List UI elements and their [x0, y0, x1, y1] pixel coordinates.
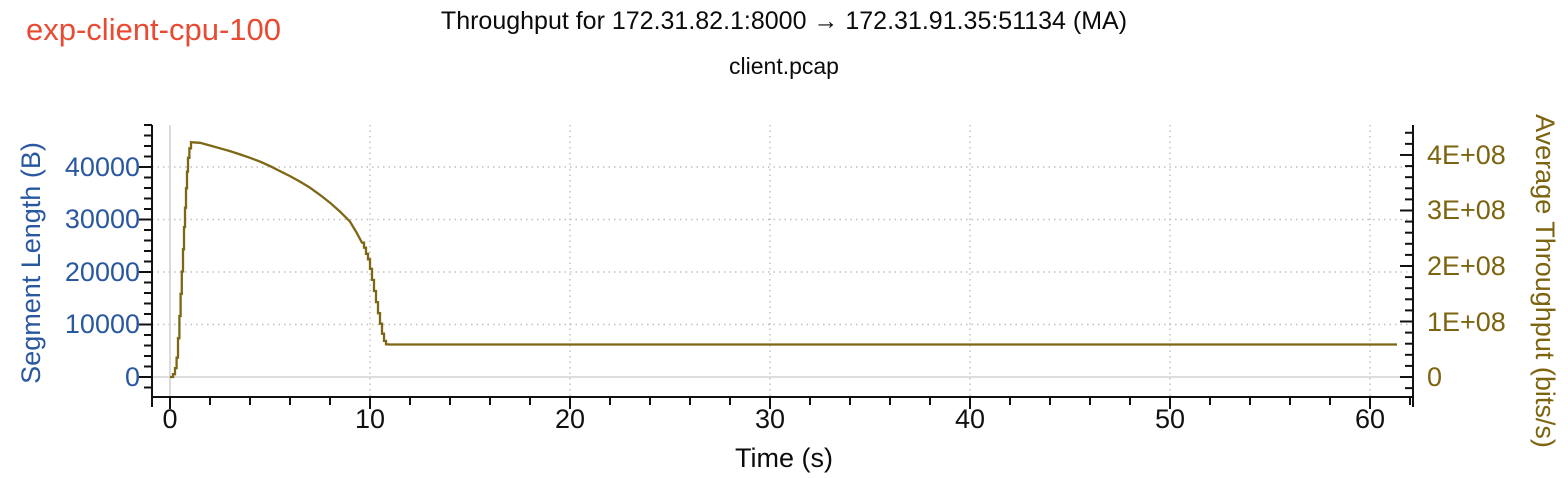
left-tick-label: 20000 — [64, 256, 140, 287]
right-tick-label: 1E+08 — [1427, 306, 1506, 337]
chart-title: Throughput for 172.31.82.1:8000 → 172.31… — [440, 7, 1128, 35]
x-tick-label: 20 — [554, 404, 586, 434]
right-tick-label: 0 — [1427, 362, 1443, 393]
x-axis-title: Time (s) — [735, 443, 833, 473]
chart-subtitle: client.pcap — [729, 53, 839, 79]
throughput-ma-line — [170, 140, 1397, 379]
left-tick-label: 0 — [124, 361, 140, 392]
experiment-label: exp-client-cpu-100 — [26, 12, 282, 47]
x-tick-label: 30 — [754, 404, 786, 434]
left-tick-label: 40000 — [64, 151, 140, 182]
left-tick-label: 30000 — [64, 204, 140, 235]
right-tick-label: 4E+08 — [1427, 139, 1506, 170]
x-tick-label: 60 — [1354, 404, 1386, 434]
x-tick-label: 10 — [354, 404, 386, 434]
x-tick-label: 40 — [954, 404, 986, 434]
x-tick-label: 0 — [162, 404, 178, 434]
right-tick-label: 3E+08 — [1427, 195, 1506, 226]
right-tick-label: 2E+08 — [1427, 250, 1506, 281]
left-tick-label: 10000 — [64, 309, 140, 340]
x-tick-label: 50 — [1154, 404, 1186, 434]
